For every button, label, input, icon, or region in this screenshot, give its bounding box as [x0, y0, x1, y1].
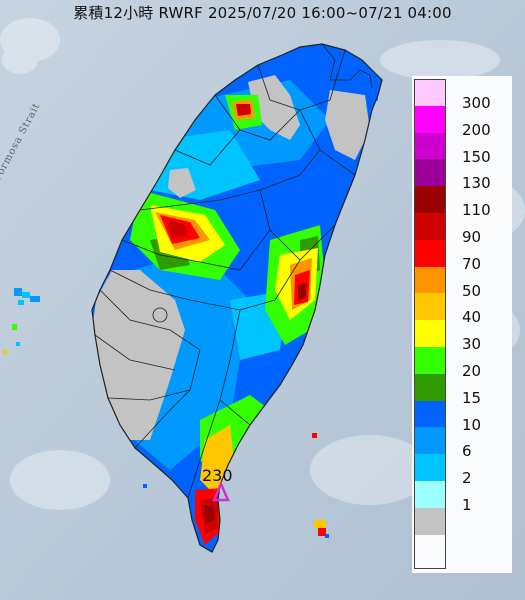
legend-entry: 15	[414, 373, 506, 407]
legend-entry: 2	[414, 454, 506, 487]
legend-entry: 150	[414, 132, 506, 166]
legend-label: 15	[462, 388, 482, 407]
rainfall-legend: 300 200 150 130 110 90 70 50 40 30 20 15 10 6 2 1	[414, 79, 506, 569]
legend-swatch	[414, 132, 446, 160]
offshore-echoes	[3, 96, 378, 538]
legend-swatch	[414, 320, 446, 347]
legend-swatch	[414, 507, 446, 535]
legend-swatch	[414, 346, 446, 374]
legend-swatch	[414, 79, 446, 106]
legend-entry: 40	[414, 293, 506, 326]
legend-swatch	[414, 454, 446, 481]
legend-label: 10	[462, 415, 482, 434]
legend-label: 130	[462, 174, 491, 193]
legend-label: 150	[462, 147, 491, 166]
legend-label: 1	[462, 495, 472, 514]
legend-entry: 90	[414, 212, 506, 246]
legend-label: 30	[462, 335, 482, 354]
legend-label: 70	[462, 254, 482, 273]
legend-label: 2	[462, 469, 472, 488]
legend-entry: 130	[414, 159, 506, 192]
legend-label: 6	[462, 442, 472, 461]
legend-label: 110	[462, 201, 491, 220]
legend-label: 40	[462, 308, 482, 327]
legend-swatch	[414, 266, 446, 294]
legend-swatch	[414, 373, 446, 401]
legend-label: 20	[462, 361, 482, 380]
legend-entry: 200	[414, 105, 506, 139]
legend-entry: 10	[414, 400, 506, 434]
legend-swatch	[414, 293, 446, 321]
legend-entry: 70	[414, 239, 506, 273]
legend-swatch	[414, 480, 446, 508]
legend-entry: 1	[414, 480, 506, 514]
legend-entry: 6	[414, 427, 506, 460]
legend-swatch	[414, 239, 446, 267]
legend-swatch	[414, 186, 446, 213]
legend-label: 200	[462, 120, 491, 139]
peak-value-label: 230	[202, 466, 233, 485]
legend-label: 90	[462, 227, 482, 246]
legend-entry: 30	[414, 320, 506, 353]
legend-swatch	[414, 159, 446, 187]
legend-label: 50	[462, 281, 482, 300]
legend-entry: 300	[414, 79, 506, 112]
peak-triangle-icon	[212, 480, 230, 502]
legend-entry: 50	[414, 266, 506, 300]
legend-entry: 110	[414, 186, 506, 219]
county-boundaries	[91, 43, 383, 553]
legend-label: 300	[462, 94, 491, 112]
legend-entry	[414, 507, 506, 535]
map-title: 累積12小時 RWRF 2025/07/20 16:00~07/21 04:00	[73, 4, 452, 22]
legend-swatch	[414, 400, 446, 428]
legend-entry: 20	[414, 346, 506, 380]
legend-swatch	[414, 105, 446, 133]
legend-swatch	[414, 212, 446, 240]
legend-swatch	[414, 427, 446, 455]
